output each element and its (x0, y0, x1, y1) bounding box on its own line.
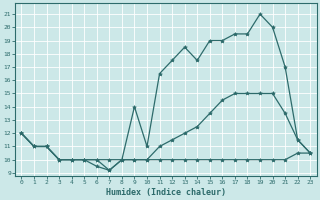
X-axis label: Humidex (Indice chaleur): Humidex (Indice chaleur) (106, 188, 226, 197)
